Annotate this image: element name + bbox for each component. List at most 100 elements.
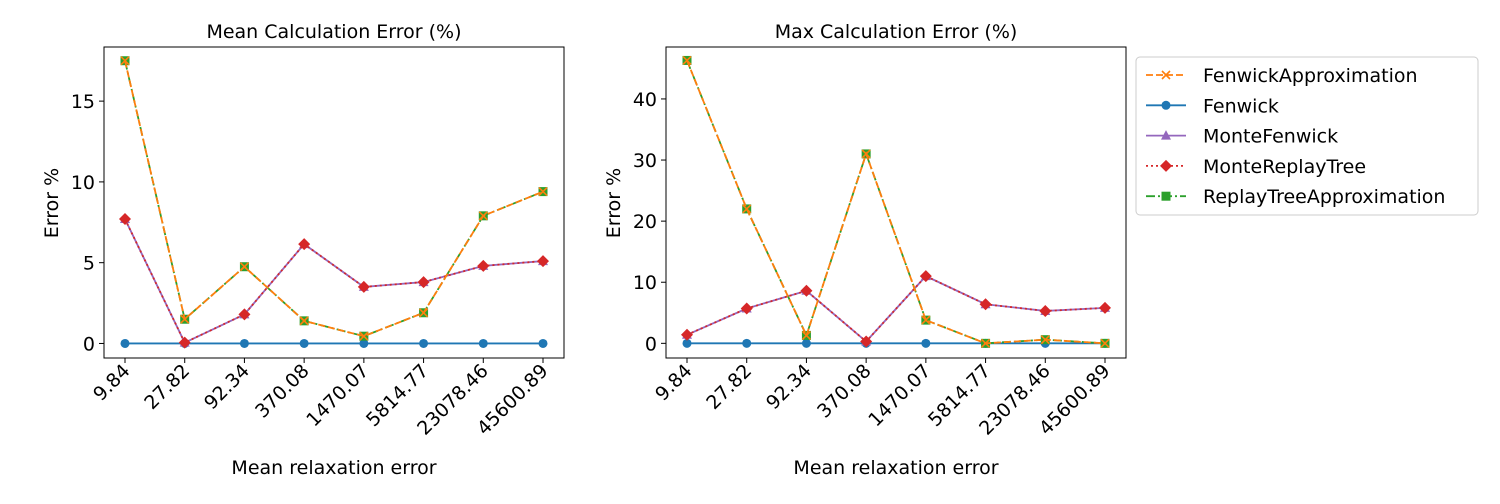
legend-marker	[1160, 159, 1172, 172]
legend-items: FenwickApproximation Fenwick MonteFenwick M…	[1146, 65, 1445, 208]
series-MonteReplayTree	[681, 270, 1111, 348]
legend-marker	[1161, 191, 1171, 201]
legend-label: FenwickApproximation	[1203, 65, 1418, 87]
data-point	[981, 338, 991, 348]
legend-entry: MonteReplayTree	[1146, 156, 1366, 178]
data-point	[861, 149, 871, 159]
data-point	[860, 335, 873, 348]
data-point	[299, 338, 309, 348]
series-FenwickApproximation	[120, 56, 548, 341]
plot-frame	[103, 46, 565, 359]
data-point	[1040, 335, 1050, 345]
y-tick-label: 5	[83, 253, 95, 275]
series-Fenwick	[682, 338, 1110, 348]
data-point	[299, 316, 309, 326]
series-FenwickApproximation	[682, 55, 1110, 348]
data-point	[478, 338, 488, 348]
legend-entry: ReplayTreeApproximation	[1146, 186, 1445, 208]
y-tick-label: 20	[633, 211, 657, 233]
data-point	[921, 315, 931, 325]
data-point	[1099, 301, 1111, 314]
data-point	[979, 298, 992, 311]
series-line	[686, 275, 1106, 343]
y-tick-label: 10	[71, 172, 95, 194]
x-tick-label: 9.84	[89, 360, 134, 405]
data-point	[359, 338, 369, 348]
legend-label: MonteFenwick	[1203, 126, 1338, 148]
chart-mean-x-axis-label: Mean relaxation error	[231, 457, 436, 479]
legend-entry: Fenwick	[1146, 95, 1279, 117]
data-point	[740, 302, 753, 315]
legend-marker	[1161, 70, 1171, 80]
series-line	[124, 60, 544, 338]
data-point	[120, 56, 130, 66]
series-ReplayTreeApproximation	[120, 56, 548, 341]
data-point	[417, 276, 430, 289]
data-point	[359, 331, 369, 341]
legend-label: MonteReplayTree	[1203, 156, 1366, 178]
data-point	[120, 338, 130, 348]
legend-marker	[1161, 130, 1171, 140]
series-Fenwick	[120, 338, 548, 348]
data-point	[298, 238, 311, 251]
data-point	[477, 259, 490, 272]
x-tick-label: 92.34	[762, 360, 816, 414]
series-line	[124, 60, 544, 338]
data-point	[119, 213, 131, 226]
data-point	[357, 280, 370, 293]
chart-mean-error: Mean Calculation Error (%) Mean relaxati…	[41, 21, 565, 479]
chart-max-y-axis-label: Error %	[603, 168, 625, 238]
x-tick-label: 92.34	[200, 360, 254, 414]
legend-label: ReplayTreeApproximation	[1203, 186, 1445, 208]
data-point	[742, 204, 752, 214]
data-point	[419, 308, 429, 318]
data-point	[919, 270, 932, 283]
legend: FenwickApproximation Fenwick MonteFenwick M…	[1135, 56, 1479, 216]
x-tick-label: 9.84	[651, 360, 696, 405]
legend-frame	[1135, 56, 1479, 216]
chart-max-title: Max Calculation Error (%)	[775, 21, 1018, 43]
legend-entry: MonteFenwick	[1146, 126, 1338, 148]
chart-mean-title: Mean Calculation Error (%)	[206, 21, 461, 43]
data-point	[1100, 338, 1110, 348]
series-line	[124, 218, 544, 344]
plot-frame	[665, 46, 1127, 359]
x-tick-label: 27.82	[140, 360, 194, 414]
data-point	[478, 211, 488, 221]
data-point	[180, 314, 190, 324]
data-point	[801, 330, 811, 340]
x-tick-label: 27.82	[702, 360, 756, 414]
data-point	[178, 336, 191, 349]
x-tick-label: 1470.07	[864, 360, 935, 431]
data-point	[800, 284, 813, 297]
series-line	[686, 60, 1106, 345]
data-point	[681, 328, 693, 341]
chart-max-error: Max Calculation Error (%) Mean relaxatio…	[603, 21, 1127, 479]
series-MonteFenwick	[120, 213, 548, 347]
data-point	[537, 255, 549, 268]
data-point	[682, 338, 692, 348]
data-point	[419, 338, 429, 348]
data-point	[239, 262, 249, 272]
data-point	[801, 338, 811, 348]
data-point	[239, 338, 249, 348]
data-point	[921, 338, 931, 348]
y-tick-label: 15	[71, 91, 95, 113]
y-tick-label: 0	[83, 333, 95, 355]
data-point	[742, 338, 752, 348]
data-point	[1039, 304, 1052, 317]
data-point	[682, 55, 692, 66]
series-line	[686, 60, 1106, 345]
data-point	[238, 308, 251, 321]
series-MonteReplayTree	[119, 213, 549, 349]
chart-max-x-axis-label: Mean relaxation error	[793, 457, 998, 479]
y-tick-label: 10	[633, 272, 657, 294]
chart-mean-y-axis-label: Error %	[41, 168, 63, 238]
data-point	[538, 338, 548, 348]
y-tick-label: 30	[633, 150, 657, 172]
legend-label: Fenwick	[1203, 95, 1279, 117]
series-line	[124, 218, 544, 344]
